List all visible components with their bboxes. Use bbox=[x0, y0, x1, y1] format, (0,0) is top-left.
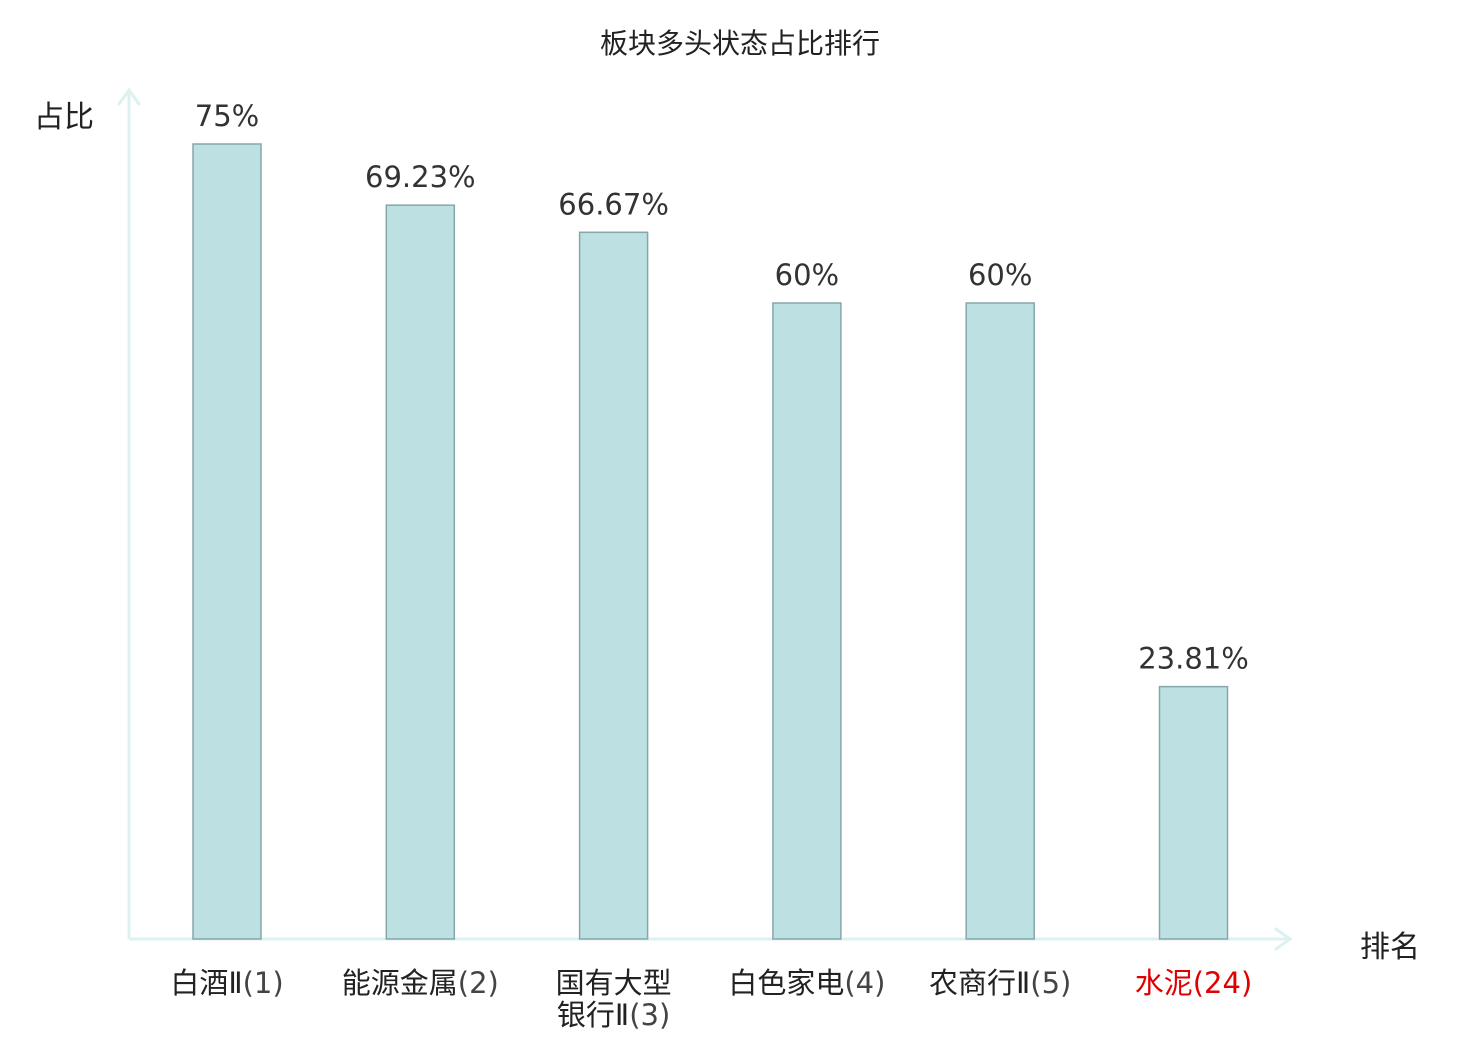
category-name: 国有大型 bbox=[556, 966, 672, 1000]
axes bbox=[117, 87, 1293, 951]
x-tick-label: 白酒Ⅱ(1) bbox=[170, 966, 283, 1000]
data-label: 66.67% bbox=[558, 187, 669, 221]
x-tick-label: 国有大型 bbox=[556, 966, 672, 1000]
category-rank: (2) bbox=[458, 966, 499, 1000]
bar bbox=[1158, 685, 1229, 940]
category-name: 白色家电 bbox=[728, 966, 844, 1000]
x-axis-label: 排名 bbox=[1360, 930, 1420, 965]
x-tick-label: 农商行Ⅱ(5) bbox=[929, 966, 1071, 1000]
category-rank: (4) bbox=[844, 966, 885, 1000]
data-label: 23.81% bbox=[1138, 642, 1249, 676]
category-name: 农商行Ⅱ bbox=[929, 966, 1030, 1000]
y-axis-arrow bbox=[117, 87, 141, 106]
bar bbox=[385, 204, 456, 940]
x-tick-label: 银行Ⅱ(3) bbox=[557, 998, 670, 1032]
category-name: 能源金属 bbox=[342, 966, 458, 1000]
category-name: 水泥 bbox=[1135, 966, 1193, 1000]
category-name: 白酒Ⅱ bbox=[170, 966, 242, 1000]
bar bbox=[965, 302, 1035, 940]
x-axis-arrow bbox=[1274, 927, 1293, 951]
category-name: 银行Ⅱ bbox=[557, 998, 629, 1032]
bar bbox=[578, 231, 649, 940]
bar bbox=[772, 302, 842, 940]
data-label: 60% bbox=[968, 258, 1032, 292]
category-rank: (1) bbox=[243, 966, 284, 1000]
category-rank: (24) bbox=[1193, 966, 1253, 1000]
bar bbox=[192, 143, 262, 940]
x-tick-label: 白色家电(4) bbox=[728, 966, 885, 1000]
data-label: 75% bbox=[195, 99, 259, 133]
y-axis-label: 占比 bbox=[34, 100, 94, 135]
x-tick-label: 能源金属(2) bbox=[342, 966, 499, 1000]
data-label: 60% bbox=[775, 258, 839, 292]
x-tick-label: 水泥(24) bbox=[1135, 966, 1253, 1000]
category-rank: (3) bbox=[629, 998, 670, 1032]
chart-title: 板块多头状态占比排行 bbox=[599, 27, 880, 60]
data-label: 69.23% bbox=[365, 160, 476, 194]
category-rank: (5) bbox=[1030, 966, 1071, 1000]
value-labels: 75% 69.23% 66.67% 60% 60% 23.81% bbox=[195, 99, 1249, 676]
bars bbox=[192, 143, 1229, 940]
